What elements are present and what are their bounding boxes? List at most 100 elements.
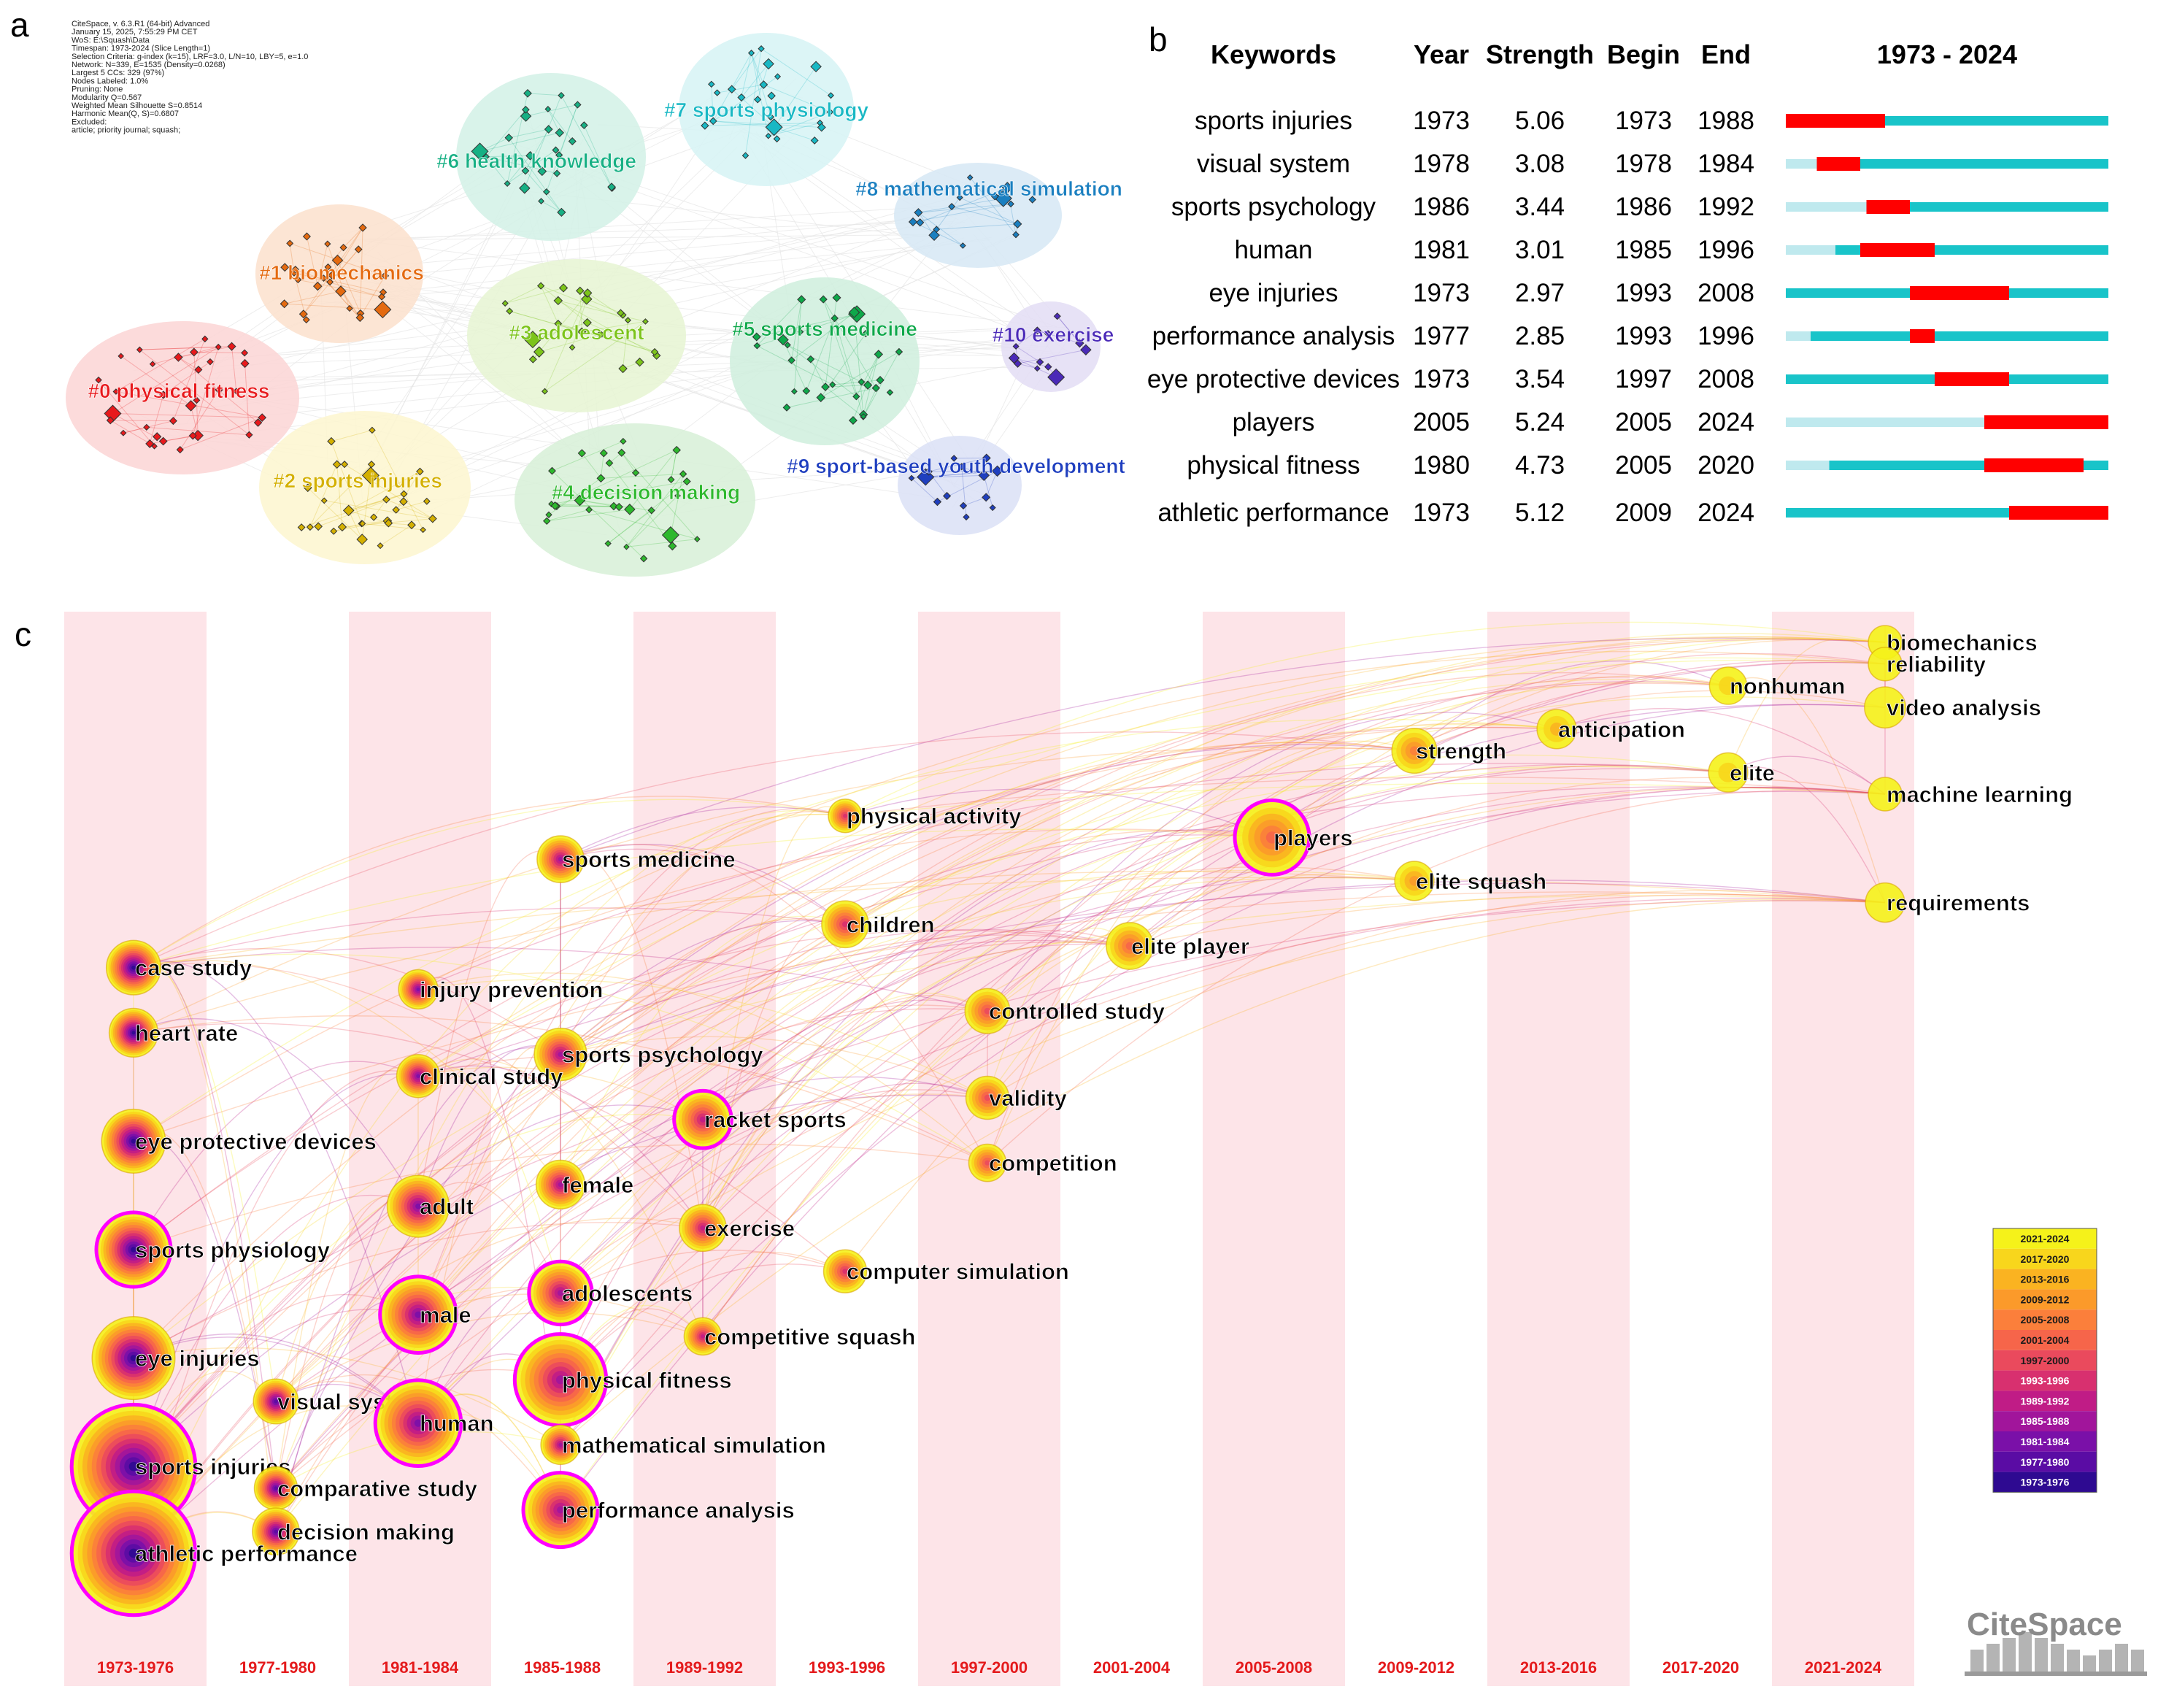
cluster-node: [982, 453, 991, 463]
cluster-link: [918, 203, 1011, 213]
cluster-area-8: [894, 163, 1062, 268]
burst-cell: 1984: [1698, 150, 1754, 178]
cluster-node: [774, 73, 782, 80]
cluster-link: [629, 450, 677, 510]
cluster-link: [741, 64, 769, 98]
node-label: elite: [1730, 760, 1775, 785]
legend-label: 2021-2024: [2021, 1233, 2070, 1245]
burst-row: physical fitness 1980 4.73 2005 2020: [1187, 451, 2108, 480]
timezone-link: [560, 744, 1415, 1055]
cluster-node: [773, 135, 781, 143]
cluster-node: [420, 526, 426, 534]
cluster-link: [479, 132, 560, 152]
timezone-link: [133, 939, 1130, 1467]
cluster-node: [117, 353, 125, 360]
legend-label: 1973-1976: [2021, 1477, 2070, 1488]
cluster-link: [506, 155, 531, 184]
cluster-link: [793, 299, 802, 392]
timezone-link: [1414, 660, 1729, 752]
cluster-node: [337, 522, 347, 532]
panel-label-c: c: [15, 615, 31, 653]
cluster-node: [227, 342, 236, 351]
node-label: adult: [420, 1194, 474, 1220]
cluster-link: [832, 380, 881, 385]
logo-bar: [1970, 1650, 1984, 1672]
cluster-node: [957, 463, 966, 471]
cluster-node: [342, 504, 355, 517]
node-ring: [555, 1375, 566, 1385]
metadata-line: Network: N=339, E=1535 (Density=0.0268): [72, 61, 226, 69]
cluster-link: [337, 260, 361, 314]
node-outline: [679, 1204, 727, 1253]
node-outline: [1394, 861, 1435, 901]
node-label: physical activity: [847, 804, 1022, 829]
cluster-node: [852, 393, 860, 401]
cluster-node: [797, 328, 804, 336]
node-ring: [841, 921, 849, 928]
cluster-link: [532, 293, 588, 360]
cluster-node: [754, 96, 762, 104]
panel-label-b: b: [1149, 20, 1168, 58]
cluster-link: [757, 299, 802, 347]
cluster-node: [978, 469, 990, 482]
node-ring: [1864, 686, 1906, 728]
citespace-logo-bars: [1965, 1632, 2147, 1676]
time-slice-label: 1993-1996: [809, 1658, 885, 1677]
timezone-link: [275, 768, 1729, 1489]
burst-cell: 1992: [1698, 193, 1754, 221]
cluster-node: [933, 226, 941, 234]
burst-cell: 3.54: [1515, 365, 1565, 393]
cluster-link: [379, 524, 412, 547]
cluster-label-8: #8 mathematical simulation: [855, 177, 1122, 200]
cluster-link: [918, 212, 963, 246]
cluster-node: [617, 309, 625, 317]
timezone-link: [560, 811, 846, 1055]
time-slice-band: [1203, 612, 1345, 1686]
burst-bar-burst: [1984, 458, 2084, 472]
metadata-line: article; priority journal; squash;: [72, 126, 180, 135]
cluster-label-3: #3 adolescent: [509, 321, 644, 344]
cluster-label-1: #1 biomechanics: [259, 261, 424, 284]
node-label: exercise: [704, 1215, 795, 1241]
cluster-link: [196, 400, 199, 436]
timezone-link: [133, 814, 846, 1554]
timezone-link: [560, 638, 1886, 1055]
cluster-link: [327, 243, 350, 309]
burst-bar-active: [1866, 202, 2108, 212]
burst-cell: athletic performance: [1157, 499, 1389, 527]
cluster-node: [991, 465, 1003, 477]
burst-cell: 1973: [1413, 499, 1470, 527]
node-ring: [416, 1074, 420, 1078]
legend-label: 2013-2016: [2021, 1274, 2070, 1285]
node-burst-ring: [521, 1471, 600, 1550]
timezone-node: sports injuries: [69, 1402, 291, 1531]
cluster-node: [577, 327, 587, 336]
cluster-link: [713, 120, 774, 128]
timezone-node: computer simulation: [822, 1249, 1069, 1293]
cluster-node: [574, 101, 582, 109]
cluster-link: [547, 109, 560, 134]
burst-cell: sports injuries: [1195, 107, 1352, 135]
cluster-node: [806, 355, 815, 363]
timezone-link: [560, 835, 1273, 1445]
timezone-node: adult: [386, 1174, 474, 1238]
cluster-link: [547, 509, 630, 522]
time-slice-label: 1981-1984: [382, 1658, 459, 1677]
cluster-link: [309, 463, 372, 528]
cluster-link: [621, 452, 698, 539]
cluster-node: [871, 383, 880, 393]
cluster-node: [381, 272, 390, 280]
cluster-node: [545, 511, 552, 518]
burst-cell: 1993: [1615, 279, 1672, 307]
node-label: eye injuries: [135, 1346, 260, 1372]
timezone-node: competitive squash: [683, 1317, 916, 1356]
timezone-link: [133, 1070, 419, 1554]
cluster-node: [650, 347, 659, 356]
node-outline: [1536, 709, 1577, 750]
metadata-line: Modularity Q=0.567: [72, 93, 142, 102]
node-burst-ring: [373, 1378, 463, 1469]
burst-cell: 1986: [1615, 193, 1672, 221]
timezone-node: anticipation: [1536, 709, 1685, 750]
cluster-node: [291, 265, 300, 274]
cluster-link: [983, 475, 993, 508]
